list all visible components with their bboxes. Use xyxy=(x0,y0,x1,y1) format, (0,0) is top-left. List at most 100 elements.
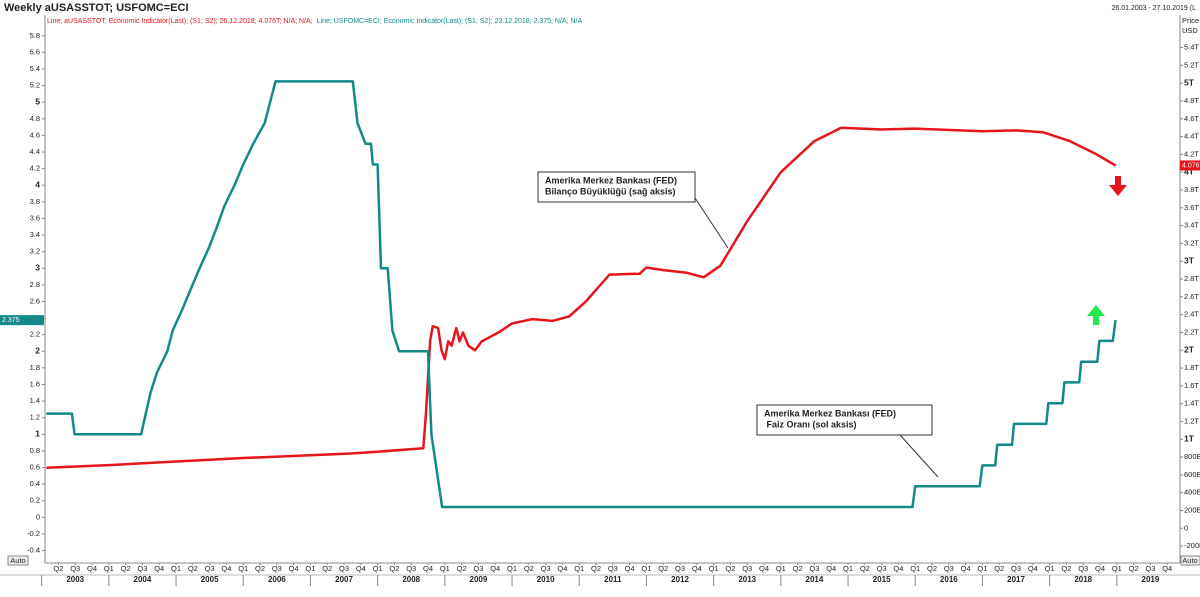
y2-tick-label: 3.2T xyxy=(1184,238,1199,247)
x-tick-label: Q3 xyxy=(608,564,618,573)
legend-entry: Line; aUSASSTOT; Economic Indicator(Last… xyxy=(47,18,313,25)
x-tick-label: Q4 xyxy=(692,564,702,573)
x-tick-label: Q1 xyxy=(574,564,584,573)
y2-tick-label: 5T xyxy=(1184,77,1195,87)
auto-button-label[interactable]: Auto xyxy=(1182,556,1197,565)
y2-tick-label: 2.6T xyxy=(1184,292,1199,301)
x-tick-label: Q4 xyxy=(1162,564,1172,573)
y-tick-label: 1.2 xyxy=(30,413,40,422)
x-tick-label: Q4 xyxy=(490,564,500,573)
x-tick-label: Q3 xyxy=(944,564,954,573)
x-tick-label: Q3 xyxy=(541,564,551,573)
annotation-leader xyxy=(694,197,729,249)
x-tick-label: Q4 xyxy=(759,564,769,573)
y2-tick-label: 4.8T xyxy=(1184,96,1199,105)
year-label: 2007 xyxy=(335,575,353,584)
y2-tick-label: 2.4T xyxy=(1184,310,1199,319)
y-tick-label: 5.8 xyxy=(30,31,40,40)
chart-title: Weekly aUSASSTOT; USFOMC=ECI xyxy=(4,2,189,14)
x-tick-label: Q3 xyxy=(137,564,147,573)
year-label: 2019 xyxy=(1142,575,1160,584)
y-tick-label: 0 xyxy=(36,512,40,521)
auto-button[interactable] xyxy=(7,555,29,566)
y-tick-label: 5.6 xyxy=(30,47,40,56)
x-tick-label: Q4 xyxy=(1095,564,1105,573)
x-tick-label: Q1 xyxy=(843,564,853,573)
down-arrow xyxy=(1109,176,1127,196)
year-label: 2015 xyxy=(873,575,891,584)
date-range: 26.01.2003 - 27.10.2019 (L xyxy=(1112,5,1197,12)
x-tick-label: Q2 xyxy=(121,564,131,573)
y-tick-label: 2.6 xyxy=(30,296,40,305)
annotation-text: Faiz Oranı (sol aksis) xyxy=(764,419,857,429)
x-tick-label: Q2 xyxy=(255,564,265,573)
x-tick-label: Q2 xyxy=(994,564,1004,573)
y2-axis-title: USD xyxy=(1182,26,1198,35)
x-tick-label: Q3 xyxy=(1145,564,1155,573)
y-tick-label: 5.4 xyxy=(30,64,40,73)
year-label: 2014 xyxy=(806,575,824,584)
x-tick-label: Q1 xyxy=(104,564,114,573)
y2-tick-label: 200B xyxy=(1184,505,1200,514)
year-label: 2006 xyxy=(268,575,286,584)
y-tick-label: 4.2 xyxy=(30,164,40,173)
x-tick-label: Q2 xyxy=(860,564,870,573)
y-tick-label: 1.4 xyxy=(30,396,40,405)
x-tick-label: Q4 xyxy=(423,564,433,573)
x-tick-label: Q4 xyxy=(154,564,164,573)
year-label: 2005 xyxy=(201,575,219,584)
y-tick-label: 0.4 xyxy=(30,479,40,488)
x-tick-label: Q4 xyxy=(826,564,836,573)
x-tick-label: Q2 xyxy=(591,564,601,573)
year-label: 2018 xyxy=(1074,575,1092,584)
x-tick-label: Q3 xyxy=(406,564,416,573)
y-tick-label: 4.6 xyxy=(30,130,40,139)
x-tick-label: Q2 xyxy=(53,564,63,573)
y2-tick-label: 800B xyxy=(1184,452,1200,461)
x-tick-label: Q2 xyxy=(793,564,803,573)
y2-tick-label: 400B xyxy=(1184,488,1200,497)
x-tick-label: Q3 xyxy=(272,564,282,573)
annotation-box xyxy=(537,171,696,203)
year-label: 2012 xyxy=(671,575,689,584)
x-tick-label: Q1 xyxy=(1112,564,1122,573)
year-label: 2009 xyxy=(470,575,488,584)
year-label: 2010 xyxy=(537,575,555,584)
x-tick-label: Q1 xyxy=(709,564,719,573)
x-tick-label: Q3 xyxy=(70,564,80,573)
y2-tick-label: 0 xyxy=(1184,523,1188,532)
y2-tick-label: 1.2T xyxy=(1184,416,1199,425)
year-label: 2008 xyxy=(402,575,420,584)
x-tick-label: Q2 xyxy=(457,564,467,573)
y2-tick-label: 3.6T xyxy=(1184,203,1199,212)
auto-button-label[interactable]: Auto xyxy=(10,556,25,565)
year-label: 2013 xyxy=(738,575,756,584)
x-tick-label: Q2 xyxy=(524,564,534,573)
y2-tick-label: 5.4T xyxy=(1184,43,1199,52)
x-tick-label: Q4 xyxy=(893,564,903,573)
x-tick-label: Q3 xyxy=(339,564,349,573)
series-line xyxy=(46,80,1117,509)
annotation-leader xyxy=(899,434,939,478)
y-tick-label: 2 xyxy=(35,346,40,356)
y2-tick-label: 5.2T xyxy=(1184,60,1199,69)
y2-tick-label: 1.4T xyxy=(1184,399,1199,408)
x-tick-label: Q3 xyxy=(809,564,819,573)
y-tick-label: 1.8 xyxy=(30,363,40,372)
x-tick-label: Q2 xyxy=(322,564,332,573)
y-tick-label: 0.2 xyxy=(30,496,40,505)
x-tick-label: Q3 xyxy=(205,564,215,573)
x-tick-label: Q3 xyxy=(1011,564,1021,573)
y2-tick-label: -200B xyxy=(1184,541,1200,550)
x-tick-label: Q1 xyxy=(641,564,651,573)
auto-button[interactable] xyxy=(1180,555,1200,566)
y-tick-label: 1 xyxy=(35,429,40,439)
x-tick-label: Q1 xyxy=(373,564,383,573)
y-tick-label: 4 xyxy=(35,179,40,189)
y2-tick-label: 4.4T xyxy=(1184,132,1199,141)
x-tick-label: Q1 xyxy=(305,564,315,573)
y-tick-label: 0.6 xyxy=(30,463,40,472)
series-line xyxy=(46,126,1117,470)
last-value-badge xyxy=(1180,160,1200,171)
y-tick-label: 3 xyxy=(35,263,40,273)
